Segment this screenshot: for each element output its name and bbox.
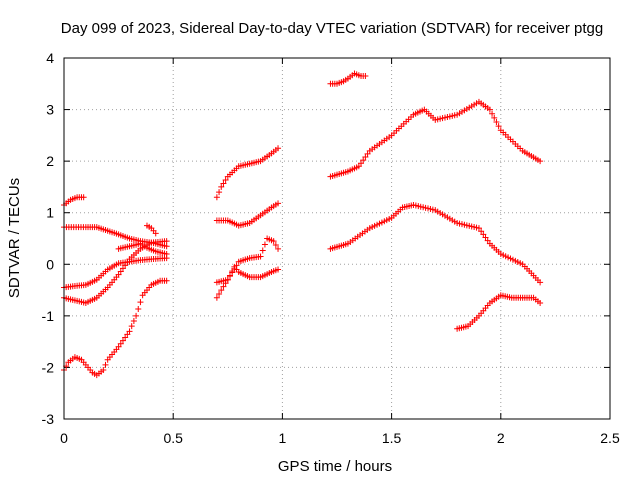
data-point	[135, 305, 142, 312]
data-point	[270, 238, 277, 245]
data-point	[216, 290, 223, 297]
series-arc-a1	[61, 194, 87, 208]
data-point	[124, 259, 131, 266]
data-point	[259, 247, 266, 254]
data-point	[115, 343, 122, 350]
data-point	[128, 323, 135, 330]
data-point	[117, 268, 124, 275]
series-arc-c3	[327, 201, 544, 286]
data-point	[220, 283, 227, 290]
data-point	[163, 250, 170, 257]
axis-ticks: 0 0.5 1 1.5 2 2.5 -3 -2 -1 0 1 2 3 4	[42, 50, 620, 446]
data-point	[362, 154, 369, 161]
series-arc-a7	[61, 277, 170, 379]
data-point	[224, 276, 231, 283]
data-point	[218, 287, 225, 294]
series-arc-a4	[61, 238, 170, 306]
series-arc-b2	[213, 200, 282, 229]
data-point	[364, 150, 371, 157]
data-point	[117, 340, 124, 347]
data-point	[163, 238, 170, 245]
y-tick-label: -2	[42, 359, 55, 375]
data-point	[124, 331, 131, 338]
data-point	[119, 265, 126, 272]
data-point	[152, 230, 159, 237]
x-axis-label: GPS time / hours	[278, 458, 392, 475]
data-point	[275, 266, 282, 273]
grid	[64, 58, 610, 419]
data-point	[122, 334, 129, 341]
y-tick-label: 1	[46, 205, 54, 221]
data-point	[130, 318, 137, 325]
y-axis-label: SDTVAR / TECUs	[6, 178, 23, 298]
data-point	[220, 180, 227, 187]
x-tick-label: 2.5	[600, 430, 620, 446]
data-points	[61, 70, 544, 379]
x-tick-label: 0	[60, 430, 68, 446]
data-point	[489, 110, 496, 117]
data-point	[115, 271, 122, 278]
data-point	[478, 228, 485, 235]
data-point	[257, 253, 264, 260]
y-tick-label: 3	[46, 102, 54, 118]
series-arc-c2	[327, 98, 544, 180]
data-point	[222, 177, 229, 184]
x-tick-label: 1	[279, 430, 287, 446]
data-point	[119, 337, 126, 344]
data-point	[272, 241, 279, 248]
data-point	[80, 194, 87, 201]
data-point	[482, 234, 489, 241]
data-point	[486, 106, 493, 113]
series-arc-a5	[115, 240, 170, 257]
data-point	[213, 294, 220, 301]
data-point	[275, 145, 282, 152]
x-tick-label: 2	[497, 430, 505, 446]
data-point	[537, 299, 544, 306]
data-point	[100, 367, 107, 374]
data-point	[229, 268, 236, 275]
data-point	[133, 312, 140, 319]
data-point	[122, 262, 129, 269]
data-point	[137, 299, 144, 306]
y-tick-label: -3	[42, 411, 55, 427]
data-point	[491, 114, 498, 121]
series-arc-b1	[213, 145, 282, 201]
data-point	[355, 163, 362, 170]
series-arc-c4	[454, 292, 544, 332]
data-point	[493, 118, 500, 125]
data-point	[218, 183, 225, 190]
series-arc-a6	[143, 222, 159, 237]
data-point	[275, 245, 282, 252]
data-point	[480, 231, 487, 238]
data-point	[163, 277, 170, 284]
y-tick-label: -1	[42, 308, 55, 324]
y-tick-label: 2	[46, 153, 54, 169]
x-tick-label: 1.5	[382, 430, 402, 446]
data-point	[537, 279, 544, 286]
data-point	[484, 237, 491, 244]
data-point	[213, 194, 220, 201]
data-point	[222, 280, 229, 287]
data-point	[362, 73, 369, 80]
plot-frame	[63, 57, 611, 420]
data-point	[102, 361, 109, 368]
series-arc-b4	[213, 263, 282, 301]
chart-title: Day 099 of 2023, Sidereal Day-to-day VTE…	[61, 20, 603, 37]
y-tick-label: 0	[46, 256, 54, 272]
data-point	[126, 328, 133, 335]
data-point	[495, 123, 502, 130]
data-point	[275, 200, 282, 207]
data-point	[358, 160, 365, 167]
data-point	[226, 272, 233, 279]
data-point	[475, 225, 482, 232]
data-point	[537, 158, 544, 165]
data-point	[360, 157, 367, 164]
data-point	[216, 189, 223, 196]
data-point	[261, 241, 268, 248]
data-point	[163, 243, 170, 250]
x-tick-label: 0.5	[163, 430, 183, 446]
series-arc-c1	[327, 70, 369, 87]
y-tick-label: 4	[46, 50, 54, 66]
